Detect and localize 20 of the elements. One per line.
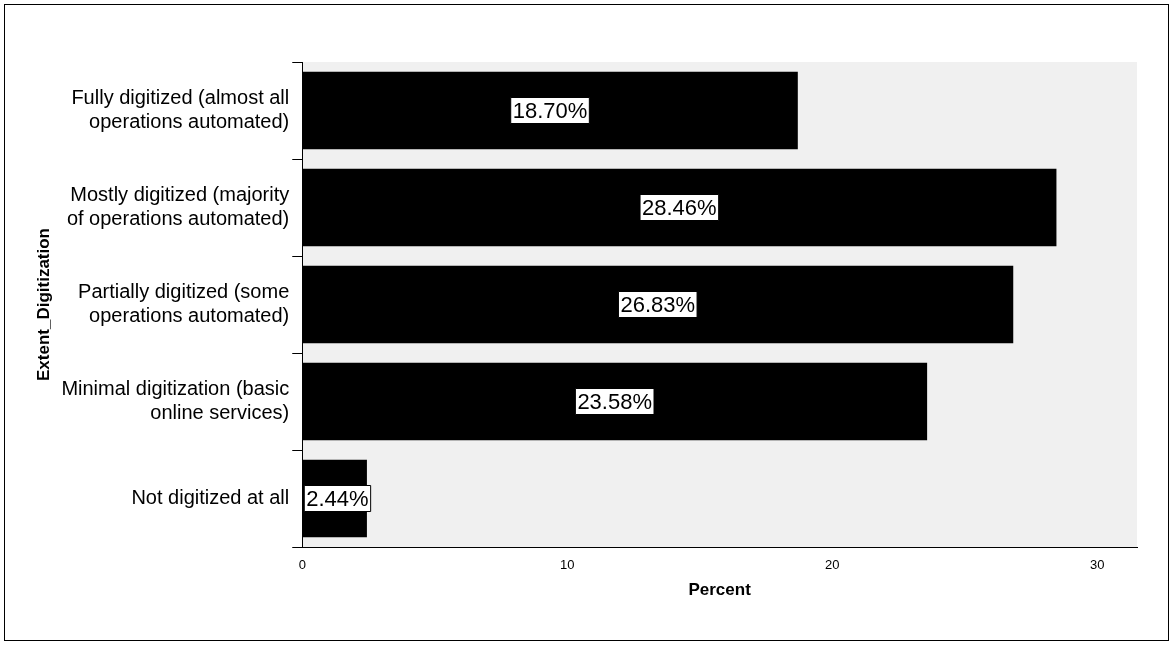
- x-tick-label: 30: [1090, 557, 1105, 573]
- y-tick-label: Minimal digitization (basic online services): [61, 377, 290, 424]
- x-tick-label: 20: [825, 557, 840, 573]
- y-tick-label: Partially digitized (some operations automated): [78, 280, 290, 327]
- x-tick-label: 0: [298, 557, 306, 573]
- bar: [302, 71, 798, 150]
- bar: [302, 168, 1057, 247]
- y-tick-label: Not digitized at all: [131, 486, 290, 509]
- y-axis-title: Extent_Digitization: [33, 227, 53, 382]
- data-label: 18.70%: [512, 97, 588, 123]
- x-axis-title: Percent: [688, 580, 752, 600]
- y-tick-label: Fully digitized (almost all operations automated): [71, 86, 290, 133]
- bar: [302, 265, 1014, 344]
- x-tick-label: 10: [560, 557, 575, 573]
- y-tick-label: Mostly digitized (majority of operations automated): [66, 183, 290, 230]
- data-label: 2.44%: [306, 485, 369, 511]
- data-label: 28.46%: [642, 194, 717, 220]
- data-label: 23.58%: [577, 388, 652, 414]
- data-label: 26.83%: [620, 291, 696, 317]
- bar: [302, 362, 928, 441]
